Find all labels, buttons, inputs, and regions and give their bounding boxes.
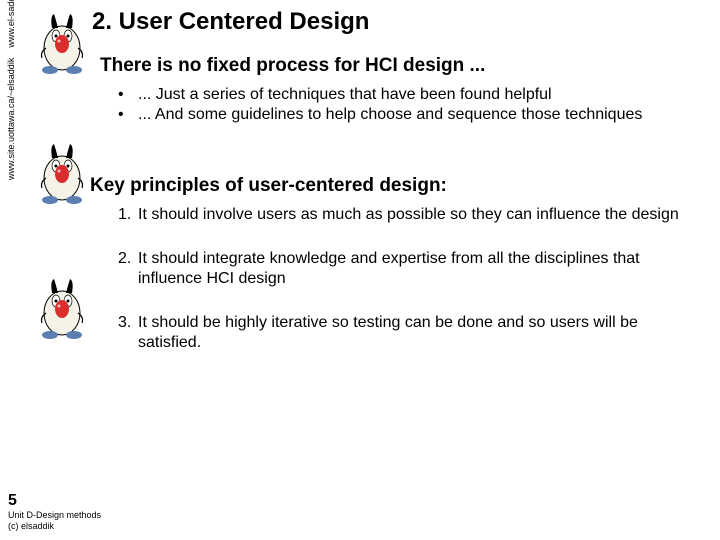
section-heading-2: Key principles of user-centered design: xyxy=(90,175,690,197)
footer-line-2: (c) elsaddik xyxy=(8,521,101,532)
principle-item: 1.It should involve users as much as pos… xyxy=(118,205,690,225)
slide-title: 2. User Centered Design xyxy=(92,8,369,36)
principle-text: It should be highly iterative so testing… xyxy=(138,314,638,351)
mascot-icon xyxy=(36,10,88,80)
section-heading-1: There is no fixed process for HCI design… xyxy=(100,55,690,77)
principles-list: 1.It should involve users as much as pos… xyxy=(100,205,690,353)
principle-item: 3.It should be highly iterative so testi… xyxy=(118,313,690,353)
bullet-item: ... And some guidelines to help choose a… xyxy=(118,105,690,125)
mascot-icon xyxy=(36,275,88,345)
page-number: 5 xyxy=(8,492,101,510)
slide-footer: 5 Unit D-Design methods (c) elsaddik xyxy=(8,492,101,532)
vertical-url-text: www.site.uottawa.ca/~elsaddik www.el-sad… xyxy=(6,0,18,180)
vertical-url-2: www.el-saddik.com xyxy=(6,0,16,48)
principle-item: 2.It should integrate knowledge and expe… xyxy=(118,249,690,289)
bullet-list: ... Just a series of techniques that hav… xyxy=(100,85,690,125)
bullet-item: ... Just a series of techniques that hav… xyxy=(118,85,690,105)
vertical-url-1: www.site.uottawa.ca/~elsaddik xyxy=(6,58,16,180)
principle-text: It should integrate knowledge and expert… xyxy=(138,250,640,287)
footer-line-1: Unit D-Design methods xyxy=(8,510,101,521)
principle-text: It should involve users as much as possi… xyxy=(138,206,679,223)
mascot-icon xyxy=(36,140,88,210)
slide-content: There is no fixed process for HCI design… xyxy=(100,55,690,377)
